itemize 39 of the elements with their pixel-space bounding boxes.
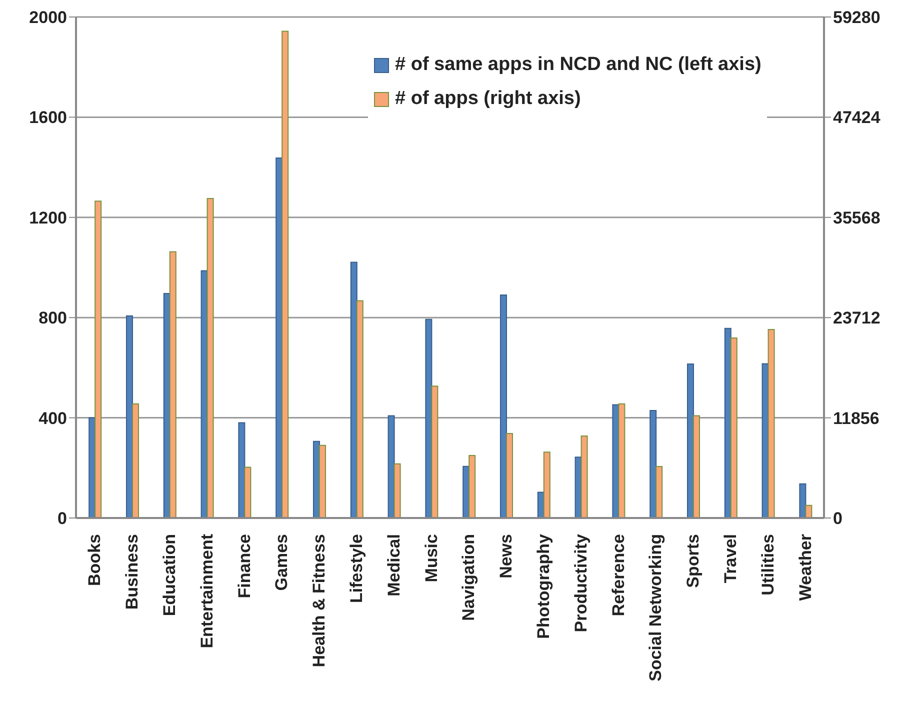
x-tick-label: Sports [684, 534, 703, 588]
x-tick-label: Health & Fitness [310, 534, 329, 668]
x-tick-label: Social Networking [646, 534, 666, 682]
x-tick-label: Music [422, 534, 441, 582]
bar [543, 452, 550, 518]
y-tick-label: 1600 [29, 108, 67, 128]
x-tick-label: Travel [721, 534, 740, 584]
x-tick-label: Entertainment [197, 534, 216, 648]
bar [650, 410, 657, 518]
x-tick-label: Business [122, 534, 142, 610]
bar [94, 200, 102, 518]
bar [500, 294, 507, 518]
x-tick-label: Photography [534, 533, 553, 639]
y-tick-label: 0 [58, 509, 67, 528]
x-tick-label: Medical [384, 534, 404, 596]
x-tick-label: Navigation [459, 534, 478, 621]
x-tick-label: Lifestyle [347, 534, 366, 603]
y2-tick-label: 47424 [833, 108, 881, 128]
legend-label: # of apps (right axis) [395, 87, 581, 111]
y2-tick-label: 59280 [833, 8, 880, 28]
bar [799, 483, 806, 518]
y-tick-label: 800 [38, 308, 67, 328]
x-tick-label: Education [160, 534, 179, 616]
x-tick-label: Games [272, 534, 292, 591]
legend-label: # of same apps in NCD and NC (left axis) [395, 53, 762, 77]
x-tick-label: News [496, 534, 516, 578]
x-tick-label: Productivity [571, 533, 590, 632]
y2-tick-label: 35568 [833, 208, 880, 228]
y2-tick-label: 11856 [833, 408, 880, 428]
x-tick-label: Weather [796, 534, 815, 601]
x-tick-label: Books [85, 534, 104, 586]
y-tick-label: 400 [38, 408, 67, 428]
y-tick-label: 2000 [29, 8, 67, 28]
y-tick-label: 1200 [29, 208, 67, 228]
y2-tick-label: 0 [833, 509, 842, 528]
y2-tick-label: 23712 [833, 308, 880, 328]
x-tick-label: Utilities [758, 534, 778, 596]
x-tick-label: Reference [608, 534, 628, 616]
x-tick-label: Finance [234, 534, 254, 598]
